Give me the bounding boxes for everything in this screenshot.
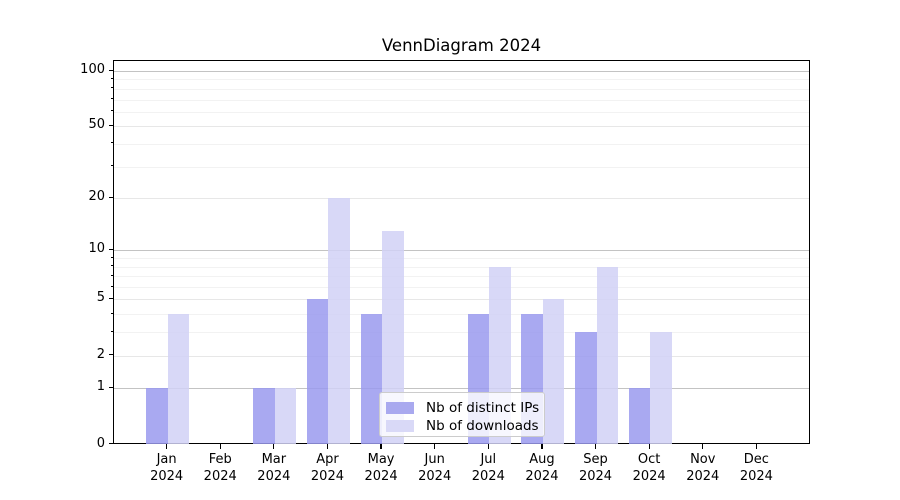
- y-tick-label-1: 1: [96, 379, 105, 395]
- x-tick-label-aug: Aug 2024: [525, 452, 559, 484]
- y-tick-5: [108, 297, 113, 300]
- bar-downloads-sep: [596, 266, 618, 445]
- y-tick-label-50: 50: [88, 117, 105, 133]
- y-minor-tick-70: [110, 98, 113, 100]
- x-tick-label-dec: Dec 2024: [739, 452, 773, 484]
- y-minor-tick-9: [110, 256, 113, 258]
- bar-downloads-apr: [328, 198, 350, 445]
- y-grid-line-1: [114, 388, 809, 390]
- y-minor-tick-60: [110, 110, 113, 112]
- x-tick-jan: [166, 443, 168, 449]
- y-grid-line-9: [114, 258, 809, 260]
- x-tick-mar: [273, 443, 275, 449]
- legend-swatch-distinct-ips: [386, 401, 414, 415]
- legend-item-distinct-ips: Nb of distinct IPs: [386, 400, 539, 416]
- y-grid-line-8: [114, 266, 809, 268]
- y-tick-10: [108, 248, 113, 251]
- y-grid-line-10: [114, 250, 809, 252]
- x-tick-may: [380, 443, 382, 449]
- y-grid-line-30: [114, 166, 809, 168]
- bar-downloads-mar: [274, 388, 297, 445]
- y-tick-0: [108, 443, 113, 445]
- bar-downloads-jan: [167, 314, 190, 445]
- y-minor-tick-4: [110, 312, 113, 314]
- y-grid-line-20: [114, 198, 809, 200]
- y-minor-tick-3: [110, 330, 113, 332]
- bar-downloads-may: [382, 230, 404, 445]
- y-grid-line-3: [114, 332, 809, 334]
- y-tick-label-20: 20: [88, 189, 105, 205]
- y-tick-label-0: 0: [96, 435, 105, 451]
- y-grid-line-100: [114, 71, 809, 72]
- y-grid-line-7: [114, 276, 809, 278]
- x-tick-jun: [434, 443, 436, 449]
- y-grid-line-80: [114, 88, 809, 90]
- chart-title: VennDiagram 2024: [381, 36, 542, 55]
- y-tick-2: [108, 354, 113, 356]
- y-tick-50: [108, 124, 113, 126]
- legend-label-distinct-ips: Nb of distinct IPs: [426, 400, 540, 416]
- y-grid-line-5: [114, 299, 809, 301]
- y-minor-tick-7: [110, 274, 113, 276]
- y-grid-line-50: [114, 126, 809, 128]
- x-tick-label-jun: Jun 2024: [418, 452, 452, 484]
- y-minor-tick-90: [110, 77, 113, 79]
- legend-label-downloads: Nb of downloads: [426, 418, 539, 434]
- y-grid-line-4: [114, 314, 809, 316]
- x-tick-label-apr: Apr 2024: [310, 452, 344, 484]
- x-tick-label-oct: Oct 2024: [632, 452, 666, 484]
- y-tick-label-10: 10: [88, 241, 105, 257]
- y-tick-label-100: 100: [80, 62, 105, 77]
- x-tick-label-sep: Sep 2024: [578, 452, 613, 484]
- x-tick-label-mar: Mar 2024: [257, 452, 291, 484]
- legend: Nb of distinct IPs Nb of downloads: [379, 392, 545, 437]
- bar-downloads-aug: [542, 299, 565, 445]
- y-minor-tick-8: [110, 265, 113, 267]
- x-tick-nov: [702, 443, 704, 449]
- y-tick-20: [108, 196, 113, 198]
- x-tick-label-jan: Jan 2024: [150, 452, 184, 484]
- bar-distinct-ips-may: [360, 314, 383, 445]
- y-grid-line-90: [114, 79, 809, 81]
- x-tick-apr: [326, 443, 329, 449]
- y-tick-1: [108, 386, 113, 389]
- x-tick-dec: [755, 443, 757, 449]
- bar-distinct-ips-apr: [307, 299, 329, 445]
- x-tick-aug: [541, 443, 543, 449]
- y-grid-line-70: [114, 99, 809, 101]
- y-grid-line-2: [114, 355, 809, 357]
- bar-distinct-ips-oct: [628, 388, 651, 445]
- y-minor-tick-80: [110, 87, 113, 89]
- bar-distinct-ips-mar: [253, 388, 275, 445]
- y-minor-tick-30: [110, 165, 113, 167]
- y-minor-tick-6: [110, 285, 113, 287]
- x-tick-feb: [219, 443, 221, 449]
- plot-area: [113, 59, 810, 445]
- x-tick-jul: [487, 443, 489, 449]
- x-tick-sep: [594, 443, 597, 449]
- y-tick-100: [108, 69, 113, 71]
- y-minor-tick-40: [110, 142, 113, 144]
- y-tick-label-5: 5: [96, 290, 105, 306]
- x-tick-label-feb: Feb 2024: [203, 452, 237, 484]
- bar-downloads-oct: [650, 332, 672, 445]
- legend-swatch-downloads: [386, 419, 414, 433]
- y-tick-label-2: 2: [96, 346, 105, 362]
- x-tick-label-nov: Nov 2024: [686, 452, 720, 484]
- x-tick-oct: [648, 443, 650, 449]
- y-grid-line-60: [114, 111, 809, 113]
- legend-item-downloads: Nb of downloads: [386, 418, 539, 434]
- bar-distinct-ips-sep: [575, 332, 597, 445]
- x-tick-label-jul: Jul 2024: [471, 452, 505, 484]
- x-tick-label-may: May 2024: [364, 452, 398, 484]
- y-grid-line-40: [114, 143, 809, 145]
- y-grid-line-6: [114, 287, 809, 289]
- bar-distinct-ips-jan: [146, 388, 168, 445]
